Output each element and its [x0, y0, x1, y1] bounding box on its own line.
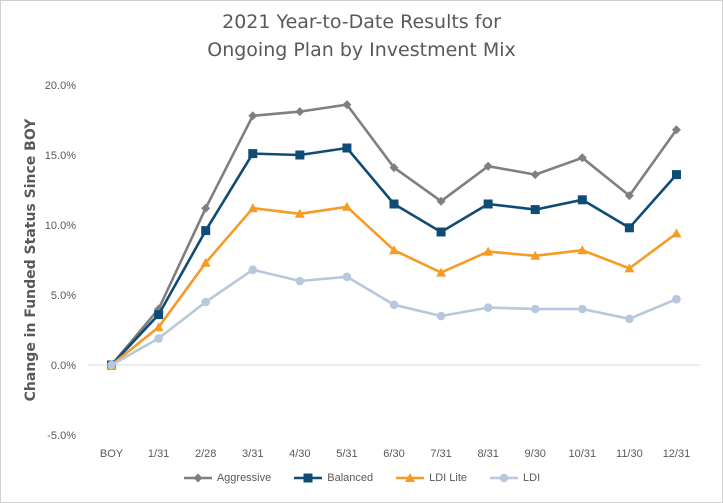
series-line-ldi	[110, 268, 677, 367]
data-point-aggressive	[671, 125, 681, 135]
data-point-ldi-lite	[483, 246, 494, 256]
legend-swatch-balanced	[294, 473, 323, 483]
y-tick-label: 5.0%	[51, 290, 76, 302]
data-point-ldi-lite	[436, 267, 447, 277]
data-point-balanced	[671, 170, 681, 180]
data-point-ldi-lite	[530, 250, 541, 260]
data-point-ldi	[107, 360, 116, 370]
y-tick-label: -5.0%	[47, 430, 76, 442]
data-point-aggressive	[389, 163, 399, 173]
data-point-ldi	[389, 300, 399, 310]
x-tick-label: 3/31	[242, 448, 263, 460]
data-point-ldi	[625, 314, 634, 324]
data-point-ldi	[248, 265, 258, 275]
data-point-ldi	[672, 294, 681, 304]
series-line-aggressive	[110, 103, 678, 366]
x-tick-label: 11/30	[616, 448, 643, 460]
data-point-balanced	[389, 199, 399, 209]
data-point-aggressive	[201, 203, 211, 213]
legend-item-balanced: Balanced	[293, 471, 373, 485]
data-point-aggressive	[436, 196, 446, 206]
x-tick-label: 7/31	[430, 448, 451, 460]
legend-label-balanced: Balanced	[327, 472, 374, 484]
data-point-balanced	[154, 310, 164, 320]
legend-item-ldi: LDI	[489, 471, 540, 485]
data-point-ldi	[530, 304, 540, 314]
x-tick-label: 8/31	[477, 448, 498, 460]
data-point-ldi-lite	[153, 322, 164, 332]
data-point-aggressive	[577, 153, 587, 163]
y-tick-label: 20.0%	[45, 80, 76, 92]
data-point-ldi-lite	[577, 245, 588, 255]
data-point-ldi-lite	[624, 263, 635, 273]
data-point-ldi	[436, 311, 446, 321]
data-point-aggressive	[483, 161, 493, 171]
chart-title: 2021 Year-to-Date Results for Ongoing Pl…	[0, 8, 723, 64]
data-point-aggressive	[248, 111, 258, 121]
data-point-ldi-lite	[200, 257, 211, 267]
x-tick-label: 12/31	[663, 448, 691, 460]
legend-swatch-ldi	[490, 473, 519, 483]
data-point-ldi-lite	[671, 228, 682, 238]
x-tick-label: 4/30	[289, 448, 310, 460]
data-point-balanced	[201, 226, 211, 236]
data-point-balanced	[624, 223, 634, 233]
chart-legend: Aggressive Balanced LDI Lite LDI	[0, 471, 723, 485]
x-tick-label: 9/30	[525, 448, 546, 460]
data-point-balanced	[483, 199, 493, 209]
legend-item-ldi-lite: LDI Lite	[395, 471, 467, 485]
data-point-balanced	[436, 227, 446, 237]
y-tick-label: 0.0%	[51, 360, 76, 372]
legend-swatch-ldi-lite	[396, 473, 425, 482]
y-tick-label: 10.0%	[45, 220, 76, 232]
data-point-balanced	[295, 150, 305, 160]
x-tick-label: 2/28	[195, 448, 216, 460]
chart-title-line-1: 2021 Year-to-Date Results for	[222, 11, 501, 33]
legend-label-ldi-lite: LDI Lite	[429, 472, 468, 484]
x-tick-label: BOY	[100, 448, 124, 460]
chart-title-line-2: Ongoing Plan by Investment Mix	[207, 39, 516, 61]
data-point-ldi-lite	[389, 245, 399, 255]
legend-item-aggressive: Aggressive	[183, 471, 271, 485]
data-point-ldi	[201, 297, 210, 307]
legend-label-ldi: LDI	[523, 472, 541, 484]
y-tick-label: 15.0%	[45, 150, 76, 162]
data-point-aggressive	[295, 107, 305, 117]
data-point-balanced	[248, 149, 258, 159]
data-point-balanced	[530, 205, 540, 215]
data-point-aggressive	[342, 100, 352, 110]
series-line-balanced	[110, 146, 678, 366]
x-tick-label: 5/31	[336, 448, 357, 460]
data-point-ldi-lite	[247, 203, 258, 213]
data-point-aggressive	[530, 170, 540, 180]
data-point-aggressive	[624, 191, 634, 201]
data-point-ldi-lite	[294, 208, 305, 218]
legend-swatch-aggressive	[183, 473, 212, 483]
data-point-ldi	[154, 334, 163, 343]
data-point-ldi	[483, 303, 493, 312]
data-point-ldi	[342, 272, 352, 282]
x-tick-label: 6/30	[383, 448, 404, 460]
legend-label-aggressive: Aggressive	[216, 472, 272, 484]
data-point-ldi-lite	[341, 201, 352, 211]
x-tick-label: 1/31	[148, 448, 169, 460]
data-point-balanced	[342, 143, 352, 153]
x-tick-label: 10/31	[569, 448, 597, 460]
data-point-ldi	[578, 304, 587, 314]
data-point-ldi	[295, 276, 305, 286]
data-point-balanced	[577, 195, 587, 205]
